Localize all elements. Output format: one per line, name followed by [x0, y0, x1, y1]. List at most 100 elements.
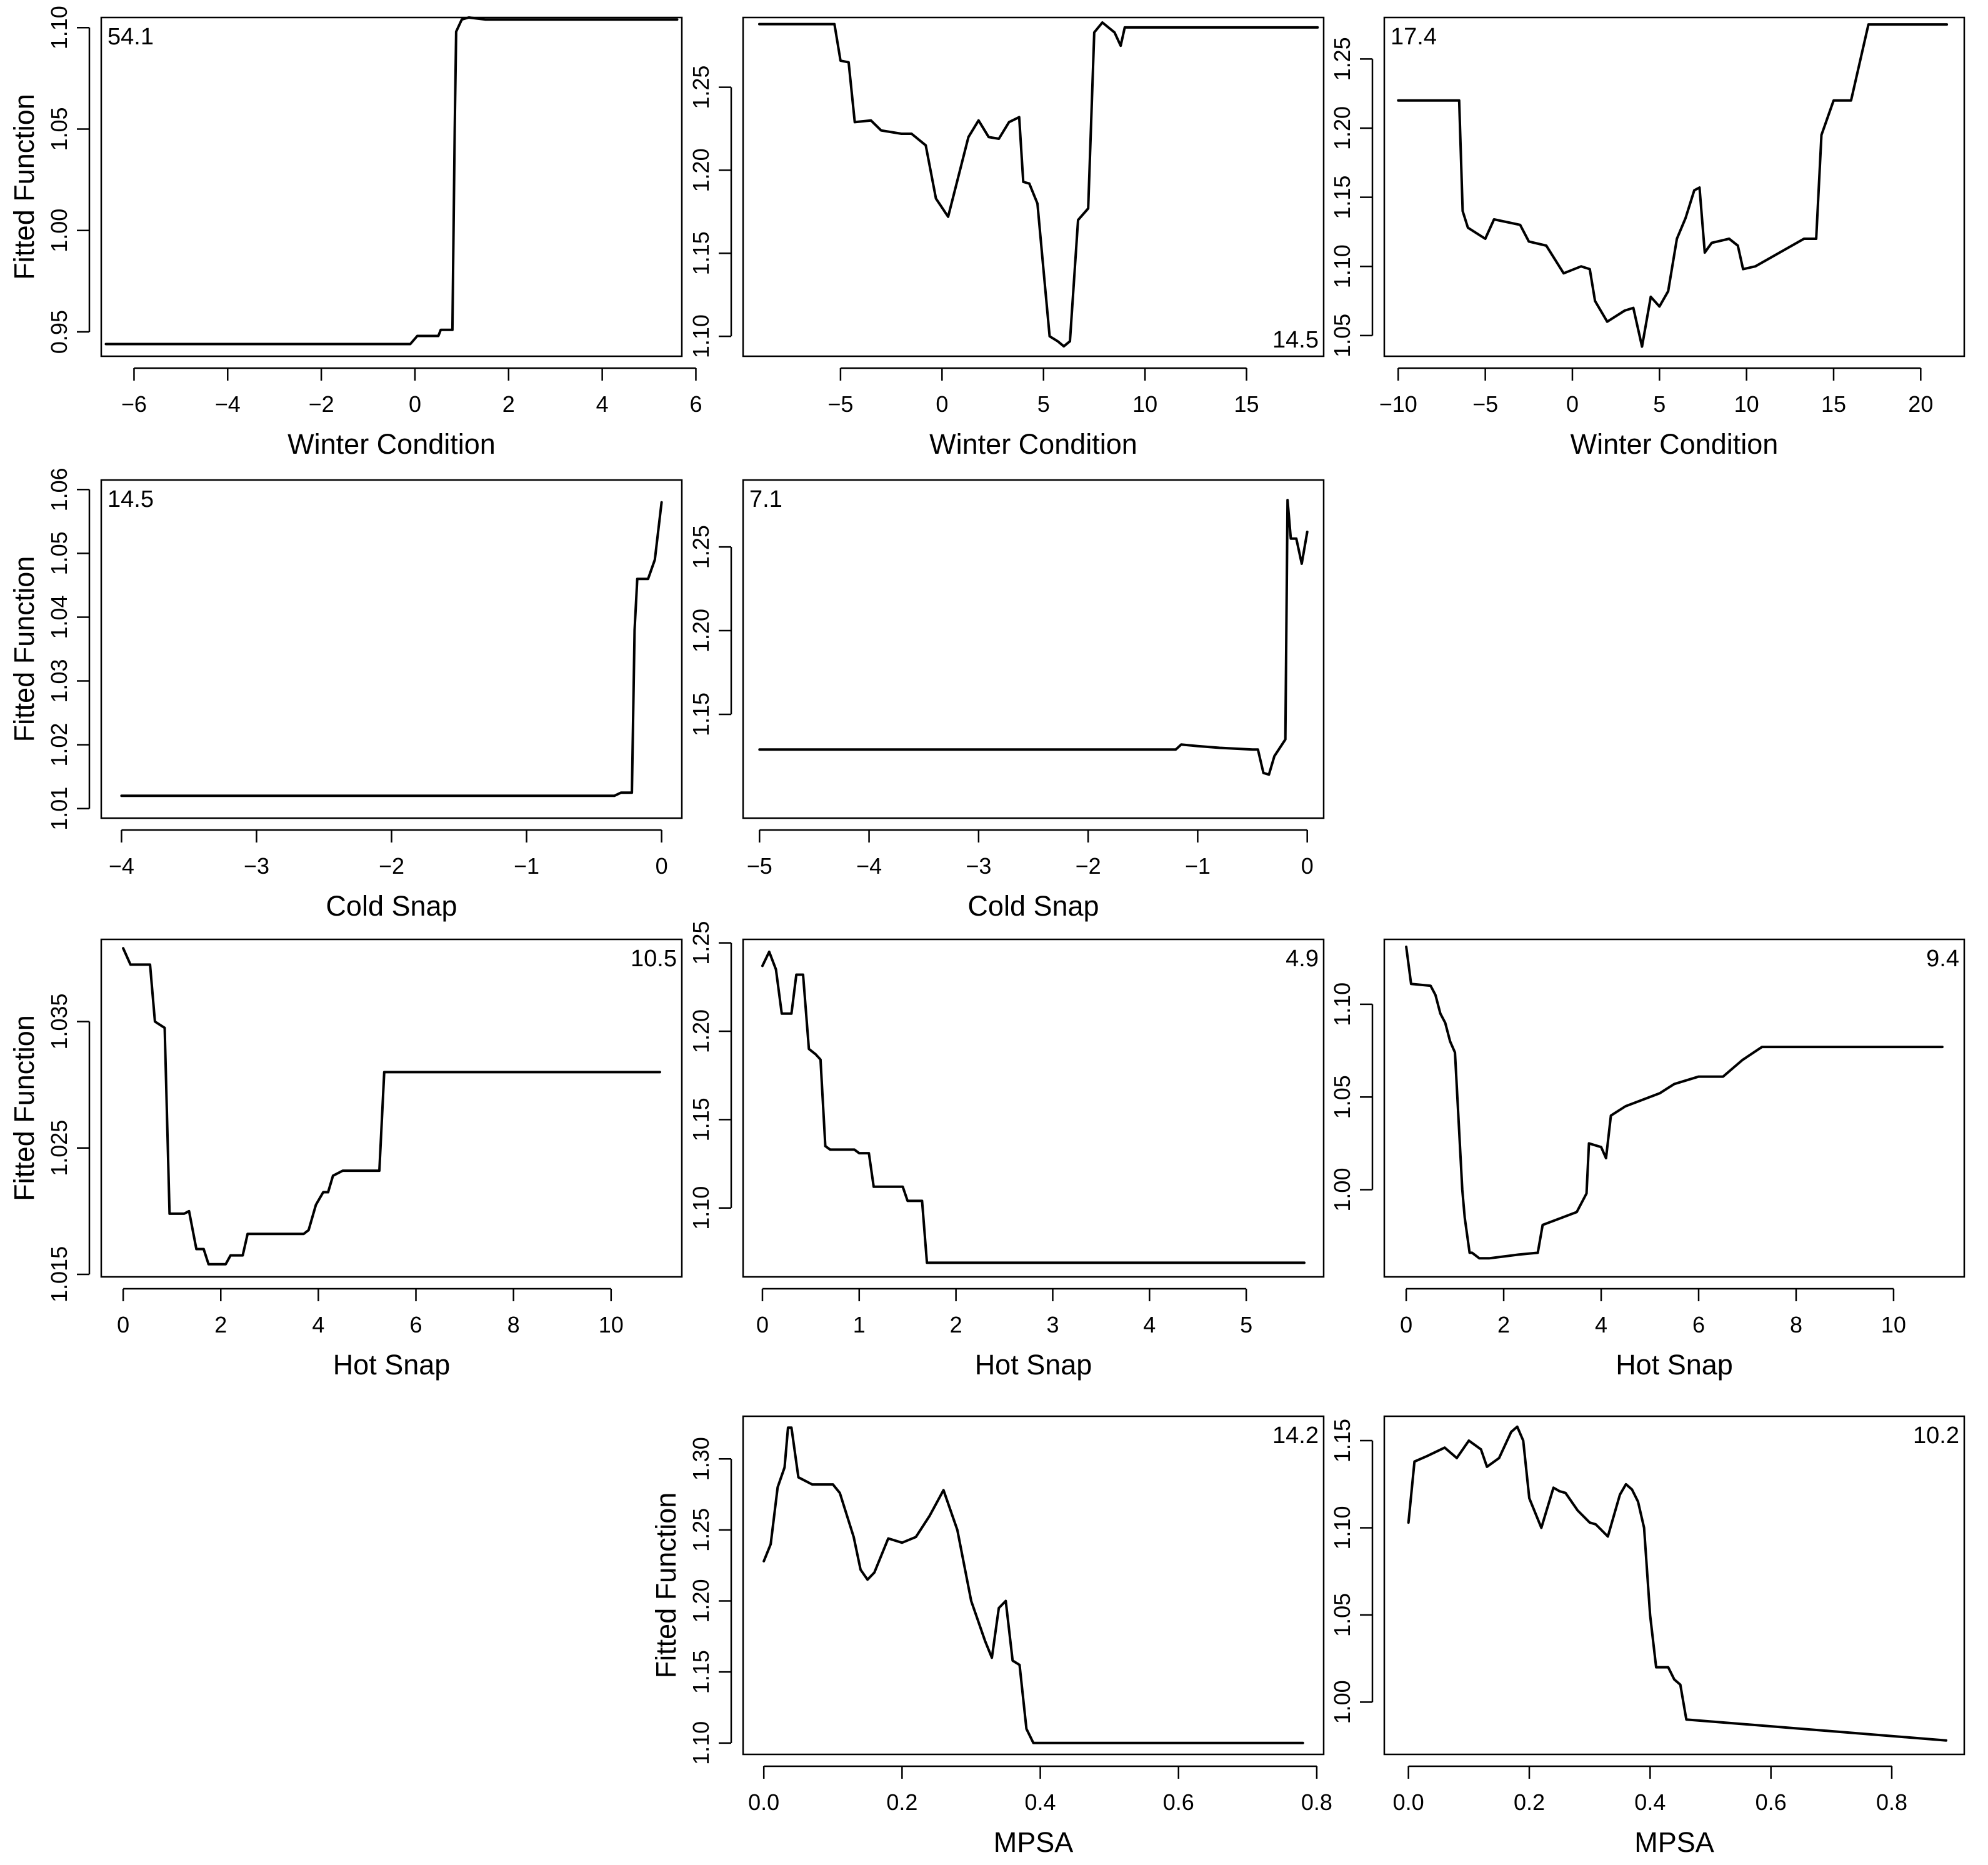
x-tick-label: 0 — [656, 853, 668, 879]
plot-frame — [742, 1415, 1325, 1756]
y-tick-label: 1.035 — [46, 993, 72, 1049]
series-line — [104, 16, 679, 346]
x-tick-label: 15 — [1234, 391, 1259, 417]
x-tick-label: 0.2 — [1514, 1789, 1545, 1815]
series-line — [120, 501, 663, 798]
y-tick-label: 1.20 — [688, 1009, 714, 1053]
y-tick-label: 1.20 — [688, 148, 714, 192]
x-axis-title: Cold Snap — [967, 890, 1099, 922]
plot-frame — [742, 479, 1325, 819]
x-tick-label: 2 — [950, 1312, 962, 1338]
x-tick-label: 0.4 — [1025, 1789, 1056, 1815]
x-tick-label: 10 — [1881, 1312, 1906, 1338]
x-tick-label: 4 — [1595, 1312, 1607, 1338]
plot-frame — [100, 938, 683, 1278]
y-tick-label: 1.15 — [1329, 176, 1355, 219]
y-tick-label: 1.25 — [688, 66, 714, 109]
panel-row3-col2: 0 1 2 3 4 5 1.10 1.15 1.20 1.25 Hot Snap 4.9 — [688, 921, 1325, 1381]
y-tick-label: 1.05 — [1329, 314, 1355, 358]
x-tick-label: −1 — [1185, 853, 1211, 879]
x-axis-title: Winter Condition — [929, 428, 1137, 460]
plot-frame — [1383, 1415, 1966, 1756]
y-tick-label: 1.15 — [688, 1098, 714, 1141]
x-tick-label: −6 — [121, 391, 147, 417]
y-tick-label: 1.00 — [46, 209, 72, 252]
x-tick-label: −4 — [856, 853, 882, 879]
plot-frame — [100, 16, 683, 358]
panel-annotation: 10.5 — [631, 946, 677, 972]
y-axis-title: Fitted Function — [8, 1015, 40, 1201]
y-tick-label: 1.10 — [1329, 982, 1355, 1026]
y-tick-label: 1.25 — [688, 525, 714, 569]
y-tick-label: 1.15 — [688, 692, 714, 736]
x-tick-label: −2 — [1076, 853, 1101, 879]
y-tick-label: 1.10 — [688, 1186, 714, 1230]
y-tick-label: 1.20 — [688, 609, 714, 652]
x-tick-label: −2 — [379, 853, 404, 879]
x-tick-label: 0.8 — [1301, 1789, 1332, 1815]
y-tick-label: 1.05 — [1329, 1075, 1355, 1119]
y-tick-label: 0.95 — [46, 310, 72, 354]
x-tick-label: 0 — [409, 391, 421, 417]
x-axis-title: Winter Condition — [1571, 428, 1779, 460]
panel-annotation: 14.5 — [107, 486, 154, 512]
panel-row3-col3: 0 2 4 6 8 10 1.00 1.05 1.10 Hot Snap 9.4 — [1329, 938, 1966, 1381]
y-tick-label: 1.04 — [46, 595, 72, 639]
x-tick-label: 0 — [756, 1312, 769, 1338]
x-axis-title: Hot Snap — [1616, 1349, 1733, 1381]
panel-row2-col2: −5 −4 −3 −2 −1 0 1.15 1.20 1.25 Cold Snap 7.1 — [688, 479, 1325, 922]
plot-frame — [1383, 16, 1966, 358]
y-tick-label: 1.05 — [46, 107, 72, 151]
series-line — [1405, 945, 1944, 1260]
x-tick-label: 4 — [312, 1312, 324, 1338]
x-axis-title: Hot Snap — [975, 1349, 1092, 1381]
panel-annotation: 17.4 — [1391, 24, 1437, 50]
x-tick-label: 0 — [117, 1312, 129, 1338]
y-tick-label: 1.10 — [688, 314, 714, 358]
y-tick-label: 1.10 — [688, 1721, 714, 1765]
x-tick-label: 8 — [1790, 1312, 1802, 1338]
x-tick-label: −4 — [109, 853, 134, 879]
x-tick-label: 20 — [1908, 391, 1933, 417]
y-tick-label: 1.30 — [688, 1437, 714, 1481]
y-axis-title: Fitted Function — [8, 556, 40, 742]
y-tick-label: 1.06 — [46, 468, 72, 511]
y-tick-label: 1.00 — [1329, 1168, 1355, 1212]
y-tick-label: 1.25 — [1329, 37, 1355, 81]
y-axis-title: Fitted Function — [650, 1492, 682, 1679]
y-tick-label: 1.03 — [46, 659, 72, 702]
x-tick-label: 2 — [502, 391, 515, 417]
x-axis-title: Winter Condition — [287, 428, 496, 460]
y-tick-label: 1.15 — [1329, 1419, 1355, 1462]
x-tick-label: 4 — [596, 391, 609, 417]
series-line — [1407, 1425, 1947, 1742]
y-tick-label: 1.10 — [46, 6, 72, 49]
x-tick-label: −5 — [1472, 391, 1498, 417]
panel-annotation: 14.5 — [1272, 327, 1319, 353]
y-tick-label: 1.20 — [1329, 106, 1355, 150]
y-axis-title: Fitted Function — [8, 94, 40, 280]
x-tick-label: −5 — [827, 391, 853, 417]
panel-annotation: 9.4 — [1926, 946, 1959, 972]
y-tick-label: 1.25 — [688, 921, 714, 965]
x-tick-label: 10 — [599, 1312, 624, 1338]
y-tick-label: 1.05 — [1329, 1593, 1355, 1637]
series-line — [762, 1426, 1304, 1744]
y-tick-label: 1.025 — [46, 1120, 72, 1176]
series-line — [122, 947, 661, 1266]
series-line — [761, 950, 1306, 1264]
x-tick-label: 6 — [410, 1312, 422, 1338]
y-tick-label: 1.05 — [46, 531, 72, 575]
x-tick-label: 2 — [1497, 1312, 1510, 1338]
x-tick-label: −2 — [309, 391, 334, 417]
y-tick-label: 1.25 — [688, 1508, 714, 1552]
panel-row4-col2: 0.0 0.2 0.4 0.6 0.8 1.10 1.15 1.20 1.25 1.30 MPSA F… — [650, 1415, 1332, 1858]
x-tick-label: 10 — [1734, 391, 1759, 417]
x-axis-title: MPSA — [1634, 1826, 1714, 1858]
plot-frame — [742, 16, 1325, 358]
y-tick-label: 1.15 — [688, 1650, 714, 1694]
y-tick-label: 1.01 — [46, 787, 72, 831]
x-tick-label: 10 — [1132, 391, 1157, 417]
series-line — [758, 21, 1319, 348]
